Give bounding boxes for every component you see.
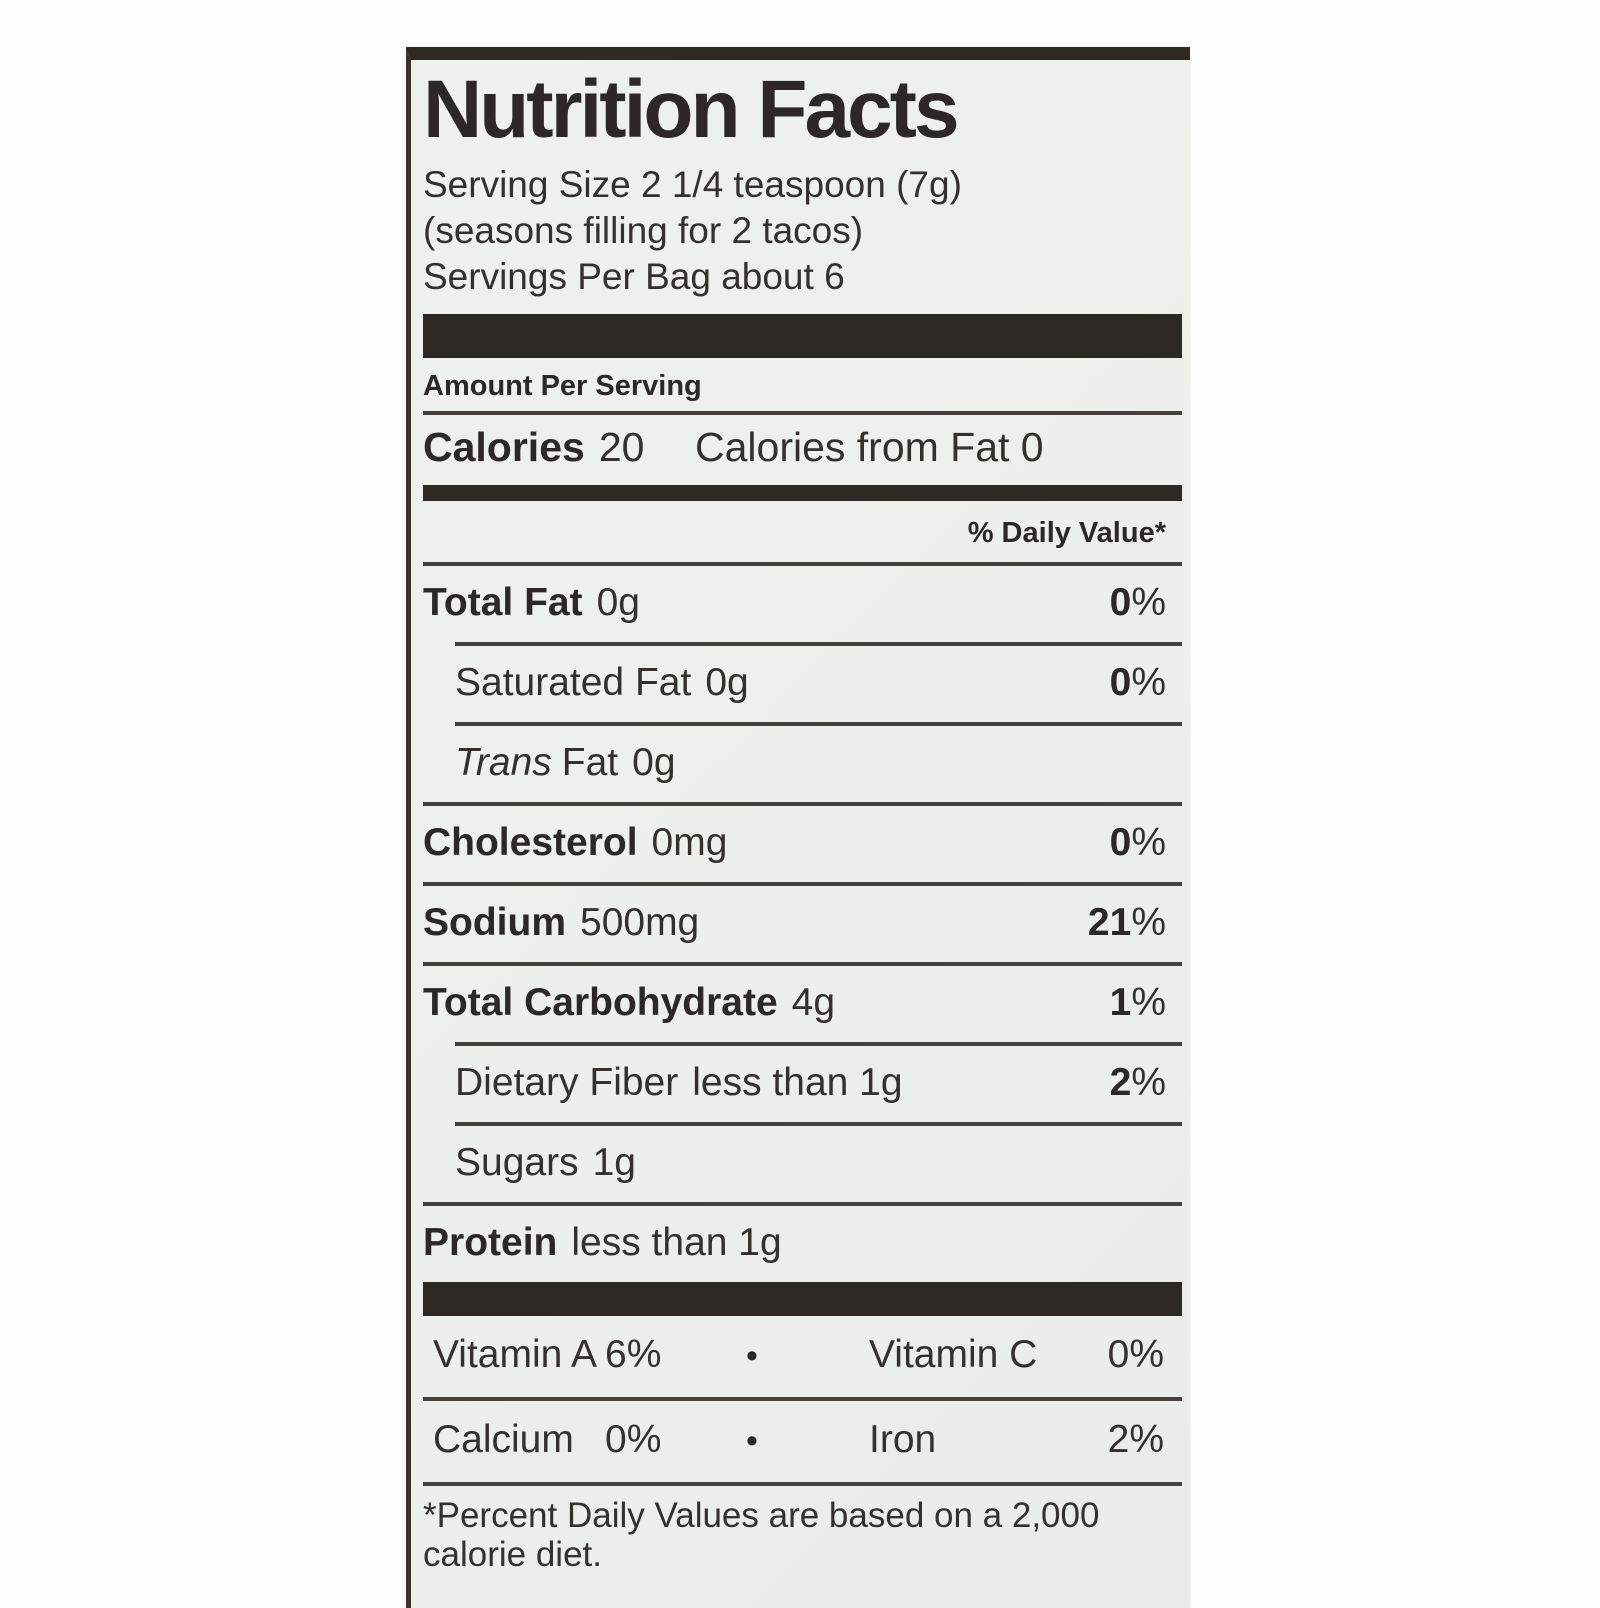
vitamin-value: 2% <box>1107 1417 1164 1461</box>
bullet-separator: • <box>746 1336 758 1375</box>
vitamin-row-a-c: Vitamin A 6% • Vitamin C 0% <box>423 1316 1182 1397</box>
nutrient-daily-value: 0% <box>1109 660 1166 704</box>
nutrient-daily-value: 2% <box>1109 1060 1166 1104</box>
divider <box>423 410 1182 415</box>
divider <box>455 721 1182 726</box>
nutrient-amount: 500mg <box>580 900 700 944</box>
divider <box>423 1201 1182 1206</box>
nutrient-daily-value: 0% <box>1109 580 1166 624</box>
nutrient-row-total-fat: Total Fat 0g 0% <box>423 566 1182 642</box>
nutrient-name: Saturated Fat <box>455 660 692 704</box>
divider <box>423 801 1182 806</box>
serving-info: Serving Size 2 1/4 teaspoon (7g) (season… <box>423 162 1182 300</box>
nutrient-name: Sodium <box>423 900 566 944</box>
vitamin-name: Calcium <box>433 1417 574 1461</box>
nutrient-row-sodium: Sodium 500mg 21% <box>423 886 1182 962</box>
nutrient-daily-value: 21% <box>1087 900 1166 944</box>
nutrition-facts-label: Nutrition Facts Serving Size 2 1/4 teasp… <box>406 47 1190 1608</box>
nutrient-amount: 0mg <box>651 820 728 864</box>
divider <box>423 881 1182 886</box>
footnote-line: *Percent Daily Values are based on a 2,0… <box>423 1495 1100 1535</box>
nutrient-row-trans-fat: Trans Fat 0g <box>423 726 1182 802</box>
nutrient-row-cholesterol: Cholesterol 0mg 0% <box>423 806 1182 882</box>
nutrient-row-protein: Protein less than 1g <box>423 1206 1182 1282</box>
bullet-separator: • <box>746 1421 758 1460</box>
nutrient-name: Cholesterol <box>423 820 638 864</box>
divider <box>455 1041 1182 1046</box>
nutrient-amount: 0g <box>632 740 676 784</box>
nutrient-name: Sugars <box>455 1140 579 1184</box>
vitamin-value: 6% <box>605 1332 662 1376</box>
nutrient-name: Fat <box>561 740 619 784</box>
calories-row: Calories 20 Calories from Fat 0 <box>423 415 1182 485</box>
vitamin-name: Vitamin C <box>869 1332 1038 1376</box>
amount-per-serving-heading: Amount Per Serving <box>423 369 702 402</box>
thick-divider-top <box>423 313 1182 358</box>
nutrient-amount: 1g <box>592 1140 636 1184</box>
calories-from-fat: Calories from Fat 0 <box>695 423 1044 470</box>
nutrient-amount: 0g <box>596 580 640 624</box>
vitamin-value: 0% <box>605 1417 662 1461</box>
calories-amount: Calories 20 <box>423 423 695 471</box>
calories-value: 20 <box>598 423 645 470</box>
nutrient-name: Total Fat <box>423 580 583 624</box>
daily-value-footnote: *Percent Daily Values are based on a 2,0… <box>423 1486 1182 1574</box>
nutrient-name: Protein <box>423 1220 558 1264</box>
divider <box>455 641 1182 646</box>
label-title: Nutrition Facts <box>423 64 960 155</box>
vitamin-value: 0% <box>1107 1332 1164 1376</box>
vitamin-name: Vitamin A <box>433 1332 598 1376</box>
nutrient-amount: less than 1g <box>571 1220 782 1264</box>
calories-label: Calories <box>423 423 585 470</box>
thick-divider-calories <box>423 484 1182 501</box>
nutrient-name-italic: Trans <box>455 740 552 784</box>
nutrient-amount: less than 1g <box>692 1060 903 1104</box>
serving-size-line: Serving Size 2 1/4 teaspoon (7g) <box>423 163 962 205</box>
nutrient-row-dietary-fiber: Dietary Fiber less than 1g 2% <box>423 1046 1182 1122</box>
divider <box>423 1481 1182 1486</box>
divider <box>423 561 1182 566</box>
nutrient-row-total-carbohydrate: Total Carbohydrate 4g 1% <box>423 966 1182 1042</box>
vitamin-row-calcium-iron: Calcium 0% • Iron 2% <box>423 1401 1182 1482</box>
nutrient-name: Total Carbohydrate <box>423 980 778 1024</box>
nutrient-daily-value: 1% <box>1109 980 1166 1024</box>
nutrient-name: Dietary Fiber <box>455 1060 679 1104</box>
daily-value-header: % Daily Value* <box>967 516 1166 549</box>
divider <box>423 1396 1182 1401</box>
nutrient-row-sugars: Sugars 1g <box>423 1126 1182 1202</box>
thick-divider-vitamins <box>423 1281 1182 1316</box>
nutrient-daily-value: 0% <box>1109 820 1166 864</box>
nutrient-row-saturated-fat: Saturated Fat 0g 0% <box>423 646 1182 722</box>
vitamin-name: Iron <box>869 1417 937 1461</box>
divider <box>423 961 1182 966</box>
serving-note-line: (seasons filling for 2 tacos) <box>423 209 864 251</box>
nutrient-amount: 0g <box>705 660 749 704</box>
footnote-line: calorie diet. <box>423 1534 602 1574</box>
divider <box>455 1121 1182 1126</box>
nutrient-amount: 4g <box>791 980 836 1024</box>
servings-per-bag-line: Servings Per Bag about 6 <box>423 255 845 297</box>
